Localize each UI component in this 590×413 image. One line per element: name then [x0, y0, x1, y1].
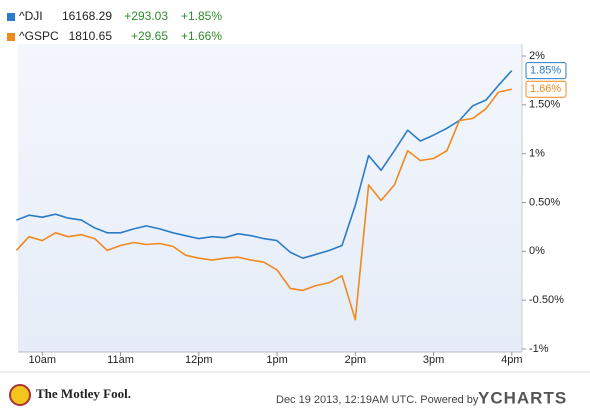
y-tick-label: -0.50% [529, 294, 564, 306]
plot-area [18, 44, 522, 352]
timestamp: Dec 19 2013, 12:19AM UTC. Powered by [276, 394, 479, 406]
legend-swatch [7, 13, 15, 21]
y-tick-label: 2% [529, 50, 545, 62]
end-badge [525, 80, 567, 98]
y-tick-label: 1% [529, 148, 545, 160]
x-tick-label: 11am [107, 354, 134, 366]
y-tick-label: 1.50% [529, 99, 560, 111]
legend-change: +29.65 [131, 29, 168, 43]
brand: YCHARTS [478, 388, 567, 407]
legend-change-pct: +1.85% [181, 9, 222, 23]
logo: The Motley Fool. [9, 384, 131, 406]
series-line [16, 70, 513, 259]
end-badge [525, 62, 567, 80]
legend-name: ^GSPC [19, 29, 59, 43]
end-badge-label: 1.66% [530, 83, 561, 95]
logo-text: The Motley Fool. [36, 386, 131, 401]
y-tick-label: 0% [529, 245, 545, 257]
logo-icon [9, 384, 31, 406]
legend-name: ^DJI [19, 9, 43, 23]
legend-change-pct: +1.66% [181, 29, 222, 43]
legend-price: 16168.29 [62, 9, 112, 23]
legend-swatch [7, 33, 15, 41]
legend-change: +293.03 [124, 9, 168, 23]
end-badge-label: 1.85% [530, 65, 561, 77]
y-tick-label: -1% [529, 343, 549, 355]
y-tick-label: 0.50% [529, 196, 560, 208]
x-tick-label: 1pm [266, 354, 287, 366]
x-tick-label: 2pm [345, 354, 366, 366]
x-tick-label: 10am [28, 354, 56, 366]
legend-price: 1810.65 [69, 29, 113, 43]
series-line [15, 88, 512, 321]
x-tick-label: 4pm [501, 354, 522, 366]
x-tick-label: 3pm [423, 354, 444, 366]
x-tick-label: 12pm [185, 354, 213, 366]
